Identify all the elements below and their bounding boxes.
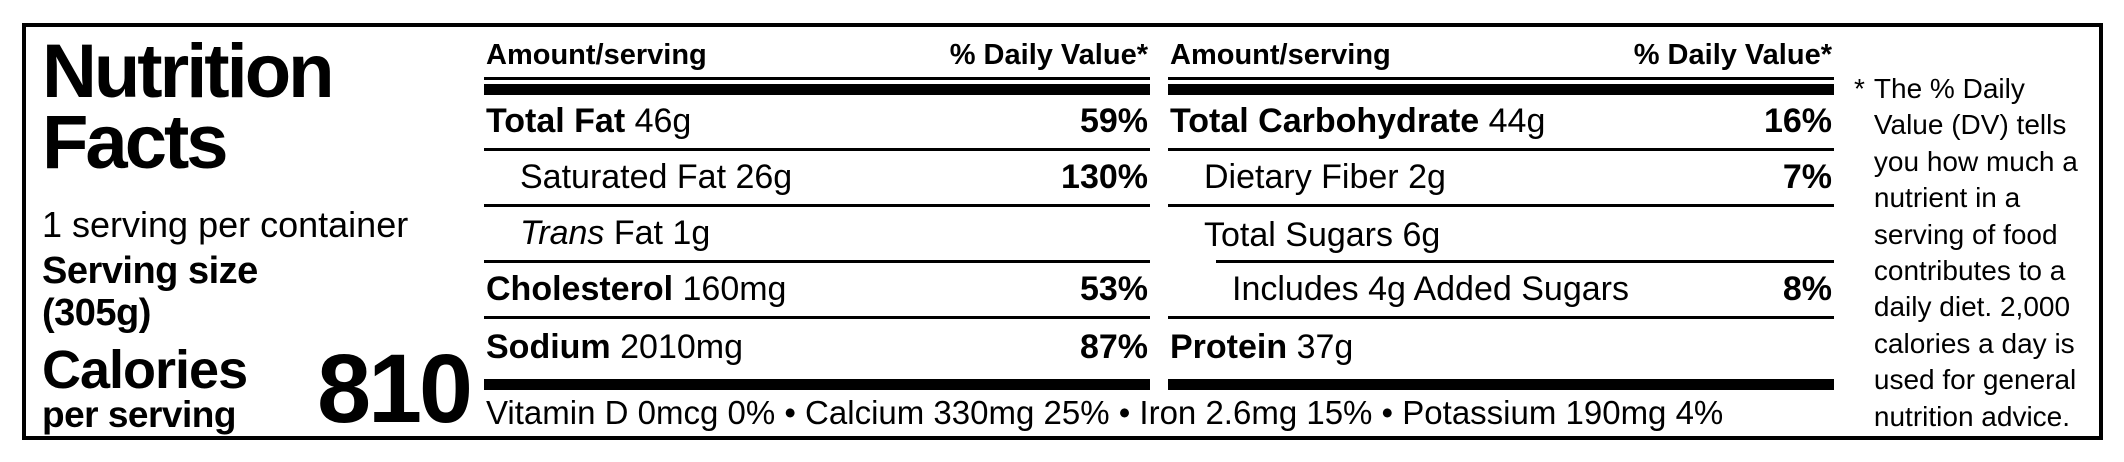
thick-rule bbox=[484, 84, 1150, 95]
nutrient-amount: 26g bbox=[735, 158, 793, 196]
nutrient-amount: 1g bbox=[672, 214, 711, 252]
nutrient-row-total-carbohydrate: Total Carbohydrate 44g 16% bbox=[1168, 95, 1834, 151]
thick-rule bbox=[484, 379, 1150, 390]
nutrient-column-1: Amount/serving % Daily Value* Total Fat … bbox=[484, 31, 1150, 390]
thick-rule bbox=[1168, 84, 1834, 95]
footnote-text: The % Daily Value (DV) tells you how muc… bbox=[1873, 73, 2078, 432]
calories-value: 810 bbox=[317, 334, 473, 444]
nutrient-row-saturated-fat: Saturated Fat 26g 130% bbox=[484, 151, 1150, 207]
nutrient-name-text: Sodium bbox=[486, 327, 611, 366]
nutrient-row-cholesterol: Cholesterol 160mg 53% bbox=[484, 263, 1150, 319]
micronutrients-line: Vitamin D 0mcg 0% • Calcium 330mg 25% • … bbox=[486, 394, 1724, 431]
nutrient-name: Total Fat 46g bbox=[486, 102, 691, 141]
nutrient-name-text: Total Carbohydrate bbox=[1170, 102, 1480, 140]
serving-size-label: Serving size bbox=[42, 249, 258, 292]
nutrient-amount: 2g bbox=[1408, 158, 1446, 196]
header-daily-value: % Daily Value* bbox=[949, 39, 1148, 71]
nutrient-daily-value: 59% bbox=[1079, 102, 1148, 140]
column-header: Amount/serving % Daily Value* bbox=[1168, 31, 1834, 80]
nutrient-name-rest: Fat bbox=[613, 214, 663, 252]
column-header: Amount/serving % Daily Value* bbox=[484, 31, 1150, 80]
label-title: Nutrition Facts bbox=[42, 29, 335, 185]
nutrient-row-dietary-fiber: Dietary Fiber 2g 7% bbox=[1168, 151, 1834, 207]
nutrient-row-protein: Protein 37g bbox=[1168, 319, 1834, 375]
nutrient-row-trans-fat: Trans Fat 1g bbox=[484, 207, 1150, 263]
nutrient-name-text: Saturated Fat bbox=[520, 158, 727, 196]
nutrient-row-total-sugars: Total Sugars 6g bbox=[1168, 207, 1834, 263]
nutrient-name-text: Cholesterol bbox=[486, 270, 674, 308]
nutrient-name: Dietary Fiber 2g bbox=[1170, 158, 1446, 197]
nutrient-amount: 46g bbox=[634, 102, 692, 140]
nutrient-amount: 6g bbox=[1402, 215, 1441, 254]
nutrient-row-sodium: Sodium 2010mg 87% bbox=[484, 319, 1150, 375]
nutrient-name: Cholesterol 160mg bbox=[486, 270, 786, 309]
nutrient-row-added-sugars: Includes 4g Added Sugars 8% bbox=[1168, 263, 1834, 319]
nutrient-name-text: Total Sugars bbox=[1204, 215, 1393, 254]
nutrient-amount: 44g bbox=[1488, 102, 1546, 140]
calories-row: Calories per serving 810 bbox=[42, 334, 473, 444]
nutrient-name-text: Includes 4g Added Sugars bbox=[1232, 270, 1629, 308]
nutrient-column-2: Amount/serving % Daily Value* Total Carb… bbox=[1168, 31, 1834, 390]
servings-per-container-text: 1 serving per container bbox=[42, 204, 409, 246]
nutrient-name: Trans Fat 1g bbox=[486, 214, 710, 253]
nutrient-name: Total Carbohydrate 44g bbox=[1170, 102, 1545, 141]
nutrient-row-total-fat: Total Fat 46g 59% bbox=[484, 95, 1150, 151]
nutrient-name-text: Trans bbox=[520, 214, 605, 252]
calories-words: Calories per serving bbox=[42, 339, 248, 436]
nutrient-columns-area: Amount/serving % Daily Value* Total Fat … bbox=[484, 27, 1834, 436]
nutrient-columns: Amount/serving % Daily Value* Total Fat … bbox=[484, 31, 1834, 390]
nutrient-daily-value: 53% bbox=[1079, 270, 1148, 308]
serving-size-value: (305g) bbox=[42, 292, 151, 335]
nutrient-amount: 37g bbox=[1296, 327, 1354, 366]
header-daily-value: % Daily Value* bbox=[1633, 39, 1832, 71]
nutrient-daily-value: 8% bbox=[1782, 270, 1832, 308]
calories-label: Calories bbox=[42, 339, 248, 400]
nutrient-name-text: Protein bbox=[1170, 327, 1288, 366]
nutrient-daily-value: 16% bbox=[1763, 102, 1832, 140]
nutrient-name: Total Sugars 6g bbox=[1170, 216, 1440, 255]
nutrient-name: Includes 4g Added Sugars bbox=[1170, 270, 1629, 309]
serving-block: 1 serving per container Serving size (30… bbox=[42, 204, 470, 335]
calories-subtitle: per serving bbox=[42, 394, 236, 436]
nutrition-facts-label: Nutrition Facts 1 serving per container … bbox=[22, 23, 2103, 440]
nutrient-daily-value: 87% bbox=[1079, 327, 1148, 366]
nutrient-name-text: Dietary Fiber bbox=[1204, 158, 1399, 196]
left-panel: Nutrition Facts 1 serving per container … bbox=[26, 27, 484, 444]
nutrient-amount: 2010mg bbox=[620, 327, 743, 366]
nutrient-daily-value: 130% bbox=[1061, 158, 1148, 196]
nutrient-amount: 160mg bbox=[682, 270, 787, 308]
header-amount-per-serving: Amount/serving bbox=[1170, 39, 1391, 71]
nutrient-name: Saturated Fat 26g bbox=[486, 158, 792, 197]
footnote-marker: * bbox=[1854, 73, 1865, 104]
nutrient-name: Sodium 2010mg bbox=[486, 328, 743, 367]
nutrient-name: Protein 37g bbox=[1170, 328, 1353, 367]
thick-rule bbox=[1168, 379, 1834, 390]
header-amount-per-serving: Amount/serving bbox=[486, 39, 707, 71]
nutrient-daily-value: 7% bbox=[1782, 158, 1832, 196]
nutrient-name-text: Total Fat bbox=[486, 102, 626, 140]
footnote-panel: * The % Daily Value (DV) tells you how m… bbox=[1834, 27, 2099, 436]
